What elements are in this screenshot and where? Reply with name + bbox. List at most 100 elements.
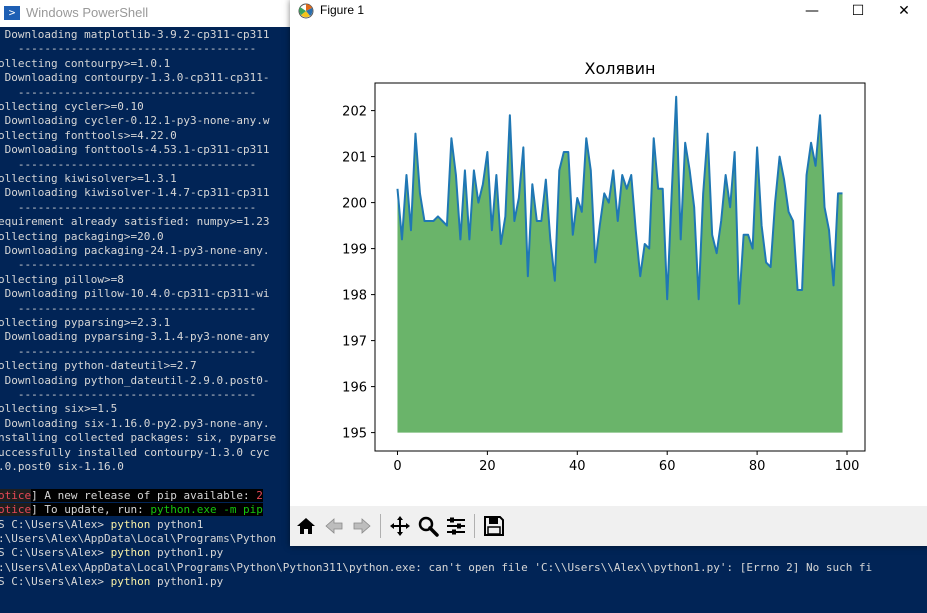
- chart-title: Холявин: [585, 59, 656, 78]
- notice-version: 2: [256, 488, 263, 502]
- toolbar-separator: [380, 514, 381, 538]
- console-line: Downloading kiwisolver-1.4.7-cp311-cp311: [0, 186, 270, 200]
- console-line: .0.post0 six-1.16.0: [0, 460, 124, 473]
- plot-canvas[interactable]: Холявин 0 20 40 60 80 100 195 196 197 198 199 200 201…: [290, 22, 927, 506]
- close-button[interactable]: ✕: [881, 0, 927, 22]
- figure-window[interactable]: Figure 1 — ☐ ✕ Холявин 0 20 40 60 80 100 195 196…: [290, 0, 927, 546]
- console-line: Downloading python_dateutil-2.9.0.post0-: [0, 373, 270, 387]
- command: python: [110, 517, 151, 531]
- command: python: [110, 546, 151, 560]
- x-tick-label: 20: [479, 459, 496, 474]
- notice-text: ] A new release of pip available:: [31, 488, 257, 502]
- minimize-button[interactable]: —: [789, 0, 835, 22]
- command: python: [110, 575, 151, 589]
- subplots-button[interactable]: [444, 514, 468, 538]
- console-line: ollecting python-dateutil>=2.7: [0, 359, 197, 373]
- console-line: :\Users\Alex\AppData\Local\Programs\Pyth…: [0, 560, 873, 574]
- console-line: S C:\Users\Alex> python python1: [0, 518, 203, 532]
- console-line: ------------------------------------: [0, 388, 257, 401]
- zoom-button[interactable]: [416, 514, 440, 538]
- x-tick-label: 100: [835, 459, 860, 474]
- matplotlib-icon: [298, 3, 314, 19]
- save-button[interactable]: [482, 514, 506, 538]
- powershell-titlebar[interactable]: > Windows PowerShell: [0, 0, 290, 27]
- zoom-icon: [418, 516, 439, 537]
- y-tick-label: 197: [342, 335, 367, 350]
- console-line: ------------------------------------: [0, 200, 257, 214]
- console-line: Downloading six-1.16.0-py2.py3-none-any.: [0, 416, 270, 430]
- console-output[interactable]: Downloading matplotlib-3.9.2-cp311-cp311…: [0, 28, 927, 613]
- y-tick-label: 199: [342, 243, 367, 258]
- home-button[interactable]: [294, 514, 318, 538]
- notice-label: otice: [0, 503, 32, 517]
- maximize-icon: ☐: [851, 3, 865, 19]
- y-tick-label: 200: [342, 197, 367, 212]
- console-line: ollecting pyparsing>=2.3.1: [0, 316, 171, 329]
- notice-command: python.exe -m pip: [150, 503, 263, 517]
- console-line: S C:\Users\Alex> python python1.py: [0, 546, 223, 560]
- navigation-toolbar: [290, 506, 927, 546]
- x-tick-label: 80: [749, 459, 766, 474]
- console-line: ------------------------------------: [0, 157, 257, 171]
- command-args: python1: [150, 517, 204, 531]
- console-line: Downloading matplotlib-3.9.2-cp311-cp311: [0, 28, 270, 41]
- console-line: uccessfully installed contourpy-1.3.0 cy…: [0, 445, 270, 459]
- prompt: S C:\Users\Alex>: [0, 546, 111, 560]
- minimize-icon: —: [805, 3, 819, 19]
- figure-title: Figure 1: [320, 3, 365, 17]
- console-line: ollecting cycler>=0.10: [0, 100, 144, 113]
- console-line: S C:\Users\Alex> python python1.py: [0, 575, 223, 589]
- console-line: ------------------------------------: [0, 301, 257, 315]
- console-line: ollecting kiwisolver>=1.3.1: [0, 172, 177, 185]
- axes-frame: [374, 82, 866, 452]
- x-tick-label: 0: [393, 459, 401, 474]
- pan-button[interactable]: [388, 514, 412, 538]
- close-icon: ✕: [898, 3, 910, 19]
- home-icon: [297, 518, 315, 534]
- console-line: ollecting contourpy>=1.0.1: [0, 56, 171, 70]
- toolbar-separator: [474, 514, 475, 538]
- y-tick-label: 198: [342, 289, 367, 304]
- y-tick-label: 195: [342, 427, 367, 442]
- notice-text: ] To update, run:: [31, 503, 151, 517]
- console-line: ------------------------------------: [0, 258, 257, 272]
- y-tick-label: 196: [342, 381, 367, 396]
- console-line: :\Users\Alex\AppData\Local\Programs\Pyth…: [0, 532, 277, 545]
- console-line: Downloading pillow-10.4.0-cp311-cp311-wi: [0, 287, 270, 301]
- y-tick-label: 201: [342, 151, 367, 166]
- back-icon: [325, 518, 343, 534]
- console-line: Downloading cycler-0.12.1-py3-none-any.w: [0, 114, 270, 128]
- console-line: Downloading pyparsing-3.1.4-py3-none-any: [0, 330, 270, 344]
- prompt: S C:\Users\Alex>: [0, 517, 111, 531]
- powershell-icon: >: [4, 6, 20, 20]
- figure-titlebar[interactable]: Figure 1 — ☐ ✕: [290, 0, 927, 22]
- console-line: ------------------------------------: [0, 344, 257, 358]
- y-tick-label: 202: [342, 105, 367, 120]
- maximize-button[interactable]: ☐: [835, 0, 881, 22]
- console-line: ------------------------------------: [0, 85, 257, 99]
- notice-label: otice: [0, 488, 32, 502]
- chart: Холявин 0 20 40 60 80 100 195 196 197 198 199 200 201…: [342, 59, 866, 474]
- command-args: python1.py: [150, 546, 224, 560]
- subplots-icon: [447, 517, 465, 535]
- forward-button[interactable]: [350, 514, 374, 538]
- pip-notice-line: otice] To update, run: python.exe -m pip: [0, 503, 263, 517]
- console-line: nstalling collected packages: six, pypar…: [0, 431, 277, 445]
- powershell-title: Windows PowerShell: [26, 5, 149, 20]
- back-button[interactable]: [322, 514, 346, 538]
- console-line: Downloading contourpy-1.3.0-cp311-cp311-: [0, 71, 270, 85]
- console-line: ollecting pillow>=8: [0, 272, 124, 286]
- console-line: ollecting six>=1.5: [0, 402, 118, 416]
- forward-icon: [353, 518, 371, 534]
- console-line: Downloading packaging-24.1-py3-none-any.: [0, 244, 270, 257]
- save-icon: [484, 516, 504, 536]
- console-line: ollecting packaging>=20.0: [0, 229, 164, 243]
- area-fill: [397, 96, 843, 433]
- pan-icon: [390, 516, 410, 536]
- console-line: Downloading fonttools-4.53.1-cp311-cp311: [0, 143, 270, 157]
- x-tick-label: 60: [659, 459, 676, 474]
- series-line: [396, 95, 843, 305]
- command-args: python1.py: [150, 575, 224, 589]
- console-line: equirement already satisfied: numpy>=1.2…: [0, 215, 270, 229]
- pip-notice-line: otice] A new release of pip available: 2: [0, 488, 263, 503]
